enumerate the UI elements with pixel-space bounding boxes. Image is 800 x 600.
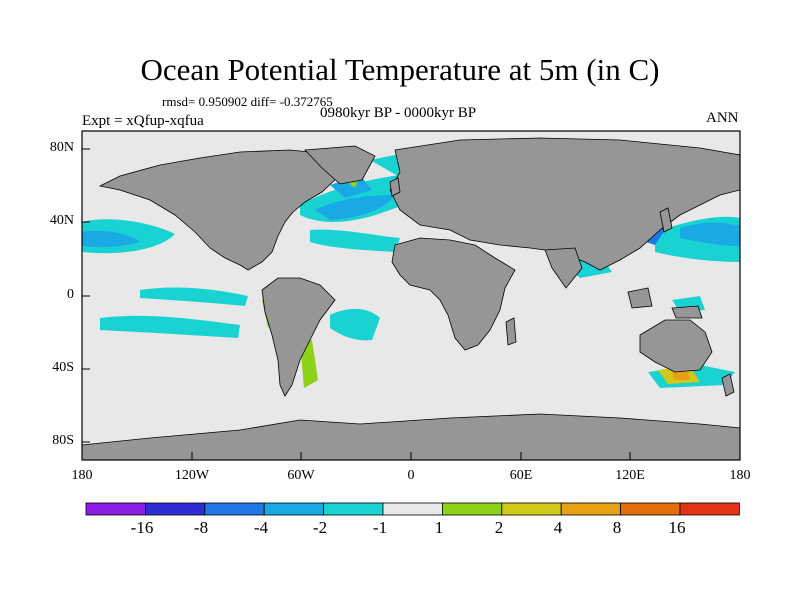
colorbar-box [323,502,384,516]
land-greenland [304,145,376,185]
lat-label: 40S [52,360,74,375]
lat-label: 80S [52,433,74,448]
period-label: 0980kyr BP - 0000kyr BP [320,105,477,121]
anomaly-labrador [330,175,372,198]
land-eurasia [389,137,741,271]
land-australia [639,319,713,373]
lon-label: 120W [174,468,210,483]
land-south-america [261,277,336,397]
anomaly-north-pacific-east-core [82,230,140,248]
colorbar-label: 16 [668,518,686,537]
lon-label: 180 [729,468,751,483]
colorbar-box [679,502,740,516]
colorbar-label: -2 [312,518,328,537]
colorbar-label: -4 [253,518,269,537]
colorbar-label: -16 [130,518,154,537]
lat-label: 80N [49,140,74,155]
colorbar-box [620,502,681,516]
experiment-label: Expt = xQfup-xqfua [82,113,204,129]
anomaly-argentina [300,340,318,388]
plot-title: Ocean Potential Temperature at 5m (in C) [140,52,660,87]
colorbar-label: -1 [372,518,388,537]
anomaly-mid-atlantic [310,229,400,252]
lon-label: 60E [509,468,533,483]
colorbar-box [441,502,503,516]
colorbar-label: 1 [434,518,444,537]
anomaly-australia-core [672,372,690,380]
colorbar-label: 8 [612,518,622,537]
anomaly-south-pacific [100,315,240,338]
land-india [544,247,583,289]
land-africa [391,237,516,351]
lon-label: 60W [287,468,315,483]
colorbar-label: 4 [553,518,563,537]
season-label: ANN [706,110,739,126]
colorbar-box [85,502,146,516]
colorbar-box [560,502,622,516]
anomaly-south-atlantic [330,308,380,341]
stats-text: rmsd= 0.950902 diff= -0.372765 [162,94,333,109]
colorbar-box [263,502,325,516]
colorbar-label: -8 [193,518,209,537]
land-japan [659,207,673,233]
land-new-zealand [721,373,735,397]
colorbar-box [501,502,562,516]
anomaly-north-pacific-west-core [680,222,740,246]
lon-label: 180 [71,468,93,483]
land [81,137,741,461]
anomaly-north-atlantic-core [315,195,395,220]
land-new-guinea [671,305,703,319]
colorbar-box [382,502,443,516]
anomaly-equatorial-pacific [140,287,248,306]
colorbar [85,502,740,516]
land-british-isles [389,177,401,197]
colorbar-box [144,502,206,516]
lon-label: 120E [615,468,645,483]
land-north-america [98,149,341,271]
axis-ticks [81,148,741,460]
land-madagascar [505,317,517,346]
lon-label: 0 [407,468,415,483]
land-borneo [627,287,653,309]
colorbar-box [204,502,265,516]
colorbar-label: 2 [494,518,504,537]
lat-label: 40N [49,213,74,228]
lat-label: 0 [67,287,74,302]
